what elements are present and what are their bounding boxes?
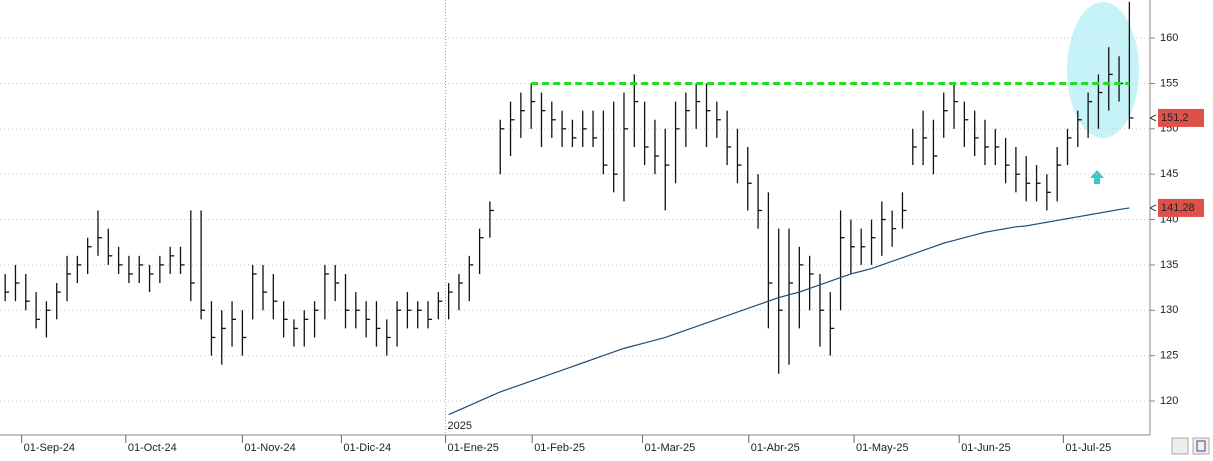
x-tick-label: 01-Oct-24 xyxy=(128,442,177,454)
x-tick-label: 01-Sep-24 xyxy=(24,442,75,454)
y-tick-label: 135 xyxy=(1160,259,1178,271)
y-tick-label: 125 xyxy=(1160,350,1178,362)
save-icon xyxy=(1196,440,1206,452)
x-tick-label: 01-Nov-24 xyxy=(244,442,295,454)
save-button[interactable] xyxy=(1192,437,1210,455)
x-tick-label: 01-May-25 xyxy=(856,442,909,454)
moving-average xyxy=(448,207,1130,416)
price-marker xyxy=(1149,204,1157,212)
year-label: 2025 xyxy=(448,420,472,432)
x-tick-label: 01-Jul-25 xyxy=(1065,442,1111,454)
price-marker xyxy=(1149,114,1157,122)
up-arrow xyxy=(1090,170,1104,184)
y-tick-label: 160 xyxy=(1160,32,1178,44)
price-box xyxy=(1158,108,1204,127)
highlight-ellipse xyxy=(1067,2,1139,138)
x-tick-label: 01-Abr-25 xyxy=(751,442,800,454)
y-tick-label: 155 xyxy=(1160,77,1178,89)
x-tick-label: 01-Dic-24 xyxy=(343,442,391,454)
price-label: 141,28 xyxy=(1161,202,1195,214)
x-tick-label: 01-Feb-25 xyxy=(534,442,585,454)
scroll-button[interactable] xyxy=(1171,437,1189,455)
y-tick-label: 120 xyxy=(1160,395,1178,407)
x-tick-label: 01-Mar-25 xyxy=(645,442,696,454)
x-tick-label: 01-Ene-25 xyxy=(448,442,499,454)
y-tick-label: 145 xyxy=(1160,168,1178,180)
x-tick-label: 01-Jun-25 xyxy=(961,442,1011,454)
y-tick-label: 130 xyxy=(1160,304,1178,316)
price-label: 151,2 xyxy=(1161,112,1189,124)
price-box xyxy=(1158,198,1204,217)
